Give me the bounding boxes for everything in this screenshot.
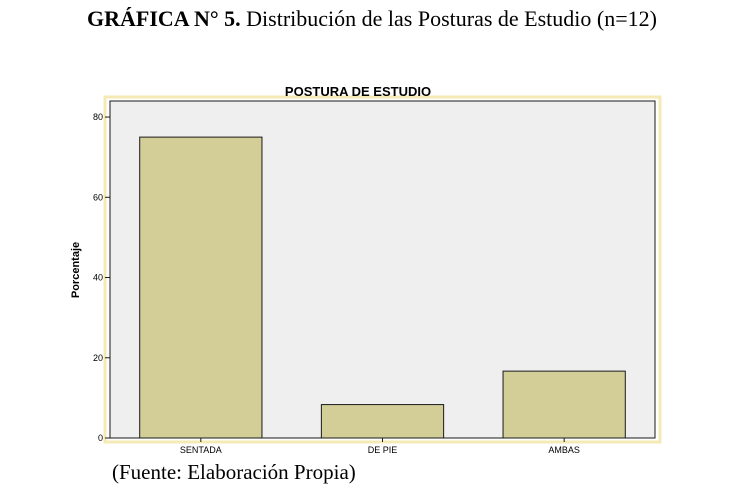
y-tick-label: 80 (93, 112, 103, 122)
x-tick-label: SENTADA (180, 445, 222, 455)
x-tick-label: DE PIE (368, 445, 398, 455)
figure-heading: GRÁFICA N° 5. Distribución de las Postur… (0, 6, 744, 32)
y-tick-label: 40 (93, 273, 103, 283)
x-axis: SENTADA DE PIE AMBAS (180, 438, 580, 455)
chart-title: POSTURA DE ESTUDIO (285, 84, 431, 99)
figure-caption: Distribución de las Posturas de Estudio … (240, 6, 657, 31)
figure-number: GRÁFICA N° 5. (87, 6, 241, 31)
y-axis-label: Porcentaje (70, 242, 82, 298)
source-note: (Fuente: Elaboración Propia) (112, 460, 356, 484)
y-tick-label: 60 (93, 192, 103, 202)
y-tick-label: 20 (93, 353, 103, 363)
bars (139, 136, 626, 439)
bar-de-pie (320, 404, 445, 439)
bar-ambas (502, 370, 626, 439)
y-axis: 0 20 40 60 80 (93, 112, 110, 443)
x-tick-label: AMBAS (548, 445, 580, 455)
bar-sentada (139, 136, 263, 439)
y-tick-label: 0 (98, 433, 103, 443)
